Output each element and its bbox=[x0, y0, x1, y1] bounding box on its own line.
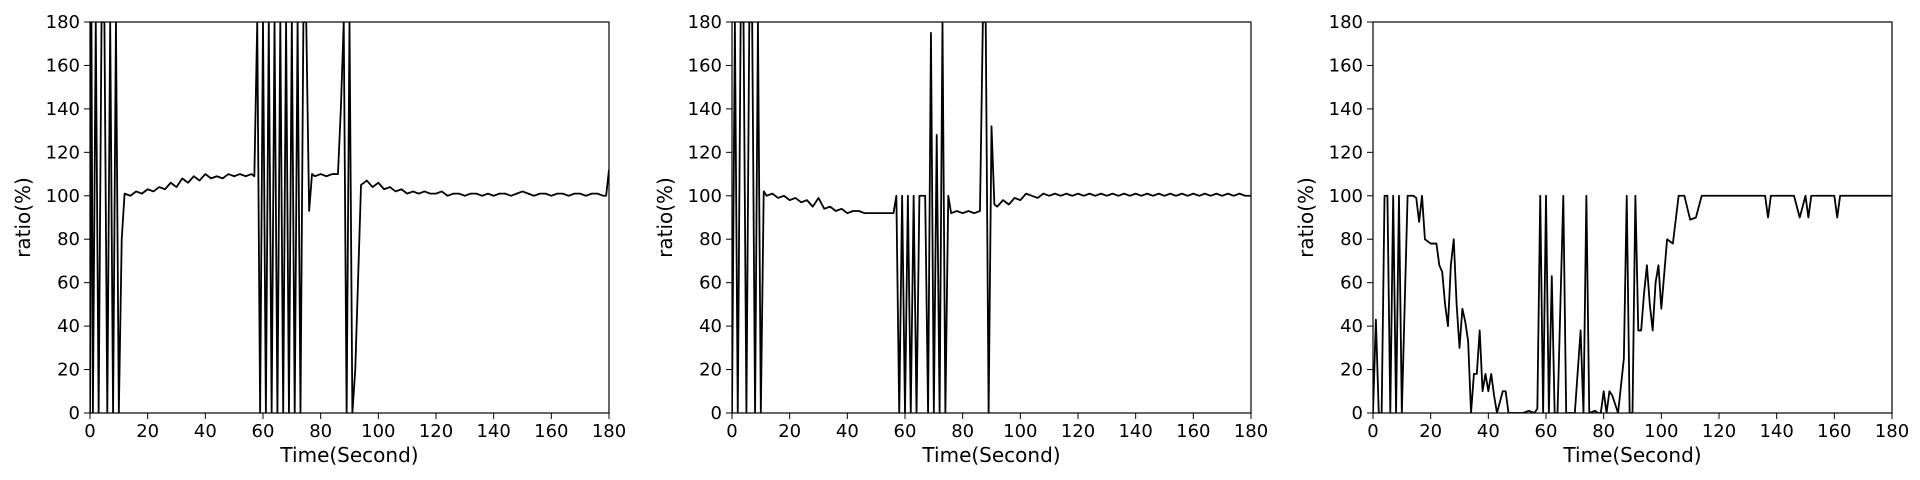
x-axis-label: Time(Second) bbox=[279, 443, 418, 467]
x-tick-label: 20 bbox=[136, 421, 159, 442]
y-tick-label: 80 bbox=[1340, 229, 1363, 250]
x-tick-label: 20 bbox=[1419, 421, 1442, 442]
x-tick-label: 180 bbox=[592, 421, 626, 442]
x-tick-label: 40 bbox=[1477, 421, 1500, 442]
y-tick-label: 20 bbox=[57, 360, 80, 381]
x-tick-label: 140 bbox=[1118, 421, 1152, 442]
x-tick-label: 0 bbox=[726, 421, 737, 442]
y-tick-label: 100 bbox=[688, 186, 722, 207]
x-tick-label: 0 bbox=[1367, 421, 1378, 442]
y-tick-label: 100 bbox=[1329, 186, 1363, 207]
x-tick-label: 180 bbox=[1875, 421, 1909, 442]
x-tick-label: 140 bbox=[476, 421, 510, 442]
axes-frame-middle bbox=[731, 21, 1252, 414]
x-tick-label: 80 bbox=[951, 421, 974, 442]
y-tick-label: 40 bbox=[1340, 316, 1363, 337]
x-axis-label: Time(Second) bbox=[1562, 443, 1701, 467]
chart-panel-middle: 0 20 40 60 80 100 120 140 160 180 0 20 40 60 80 100 120 1… bbox=[653, 12, 1268, 467]
axes-frame-right bbox=[1372, 21, 1893, 414]
y-tick-label: 60 bbox=[57, 273, 80, 294]
y-tick-label: 140 bbox=[1329, 99, 1363, 120]
y-tick-label: 180 bbox=[46, 12, 80, 33]
x-tick-label: 100 bbox=[361, 421, 395, 442]
x-tick-label: 120 bbox=[1702, 421, 1736, 442]
x-tick-label: 120 bbox=[1061, 421, 1095, 442]
y-tick-label: 160 bbox=[46, 55, 80, 76]
y-tick-label: 160 bbox=[688, 55, 722, 76]
x-tick-label: 20 bbox=[778, 421, 801, 442]
x-tick-label: 180 bbox=[1234, 421, 1268, 442]
y-tick-label: 40 bbox=[699, 316, 722, 337]
series-line-right-0 bbox=[1373, 194, 1892, 413]
y-tick-label: 60 bbox=[1340, 273, 1363, 294]
y-tick-label: 60 bbox=[699, 273, 722, 294]
x-tick-label: 60 bbox=[252, 421, 275, 442]
y-tick-label: 140 bbox=[688, 99, 722, 120]
y-tick-label: 0 bbox=[1352, 403, 1363, 424]
y-axis-label: ratio(%) bbox=[1294, 177, 1318, 258]
axes-frame-left bbox=[89, 21, 610, 414]
y-tick-label: 120 bbox=[1329, 142, 1363, 163]
y-tick-label: 180 bbox=[688, 12, 722, 33]
y-tick-label: 40 bbox=[57, 316, 80, 337]
y-tick-label: 180 bbox=[1329, 12, 1363, 33]
y-tick-label: 140 bbox=[46, 99, 80, 120]
x-tick-label: 0 bbox=[84, 421, 95, 442]
x-tick-label: 140 bbox=[1759, 421, 1793, 442]
y-tick-label: 20 bbox=[1340, 360, 1363, 381]
x-tick-label: 100 bbox=[1003, 421, 1037, 442]
x-tick-label: 100 bbox=[1644, 421, 1678, 442]
x-tick-label: 120 bbox=[419, 421, 453, 442]
chart-panel-left: 0 20 40 60 80 100 120 140 160 180 0 20 40 60 80 100 120 1… bbox=[11, 12, 626, 467]
x-tick-label: 40 bbox=[194, 421, 217, 442]
x-tick-label: 80 bbox=[309, 421, 332, 442]
x-tick-label: 60 bbox=[1535, 421, 1558, 442]
y-tick-label: 100 bbox=[46, 186, 80, 207]
y-tick-label: 20 bbox=[699, 360, 722, 381]
x-tick-label: 80 bbox=[1592, 421, 1615, 442]
x-tick-label: 160 bbox=[1176, 421, 1210, 442]
y-axis-label: ratio(%) bbox=[11, 177, 35, 258]
series-line-middle-0 bbox=[732, 22, 1251, 413]
y-tick-label: 80 bbox=[57, 229, 80, 250]
series-line-left-0 bbox=[90, 22, 609, 413]
y-tick-label: 0 bbox=[711, 403, 722, 424]
y-tick-label: 80 bbox=[699, 229, 722, 250]
y-tick-label: 120 bbox=[46, 142, 80, 163]
x-tick-label: 40 bbox=[836, 421, 859, 442]
y-tick-label: 0 bbox=[69, 403, 80, 424]
y-tick-label: 160 bbox=[1329, 55, 1363, 76]
x-tick-label: 60 bbox=[894, 421, 917, 442]
x-axis-label: Time(Second) bbox=[921, 443, 1060, 467]
y-axis-label: ratio(%) bbox=[653, 177, 677, 258]
y-tick-label: 120 bbox=[688, 142, 722, 163]
x-tick-label: 160 bbox=[1817, 421, 1851, 442]
chart-panel-right: 0 20 40 60 80 100 120 140 160 180 0 20 40 60 80 100 120 1… bbox=[1294, 12, 1909, 467]
x-tick-label: 160 bbox=[534, 421, 568, 442]
